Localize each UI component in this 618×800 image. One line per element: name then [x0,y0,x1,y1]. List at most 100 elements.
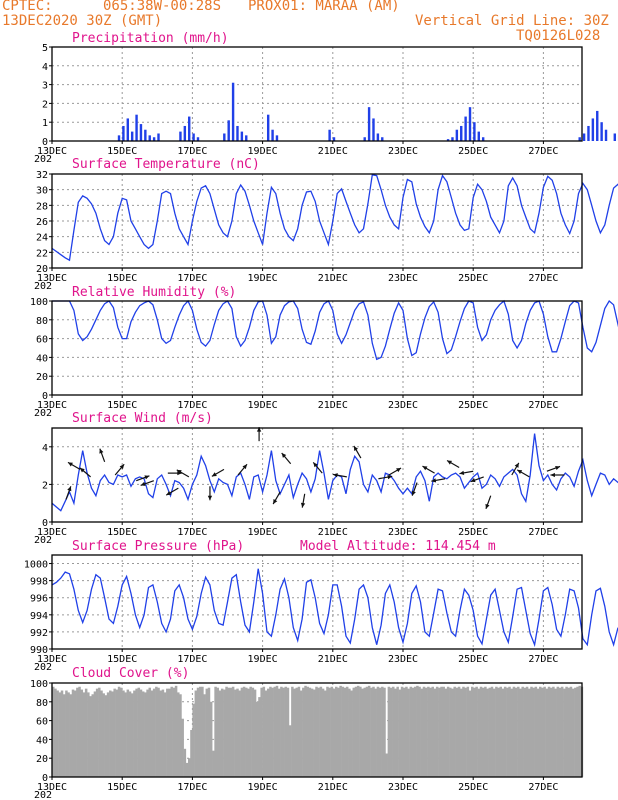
cloud-bar [198,686,202,777]
y-tick-label: 20 [36,264,48,275]
y-tick-label: 996 [30,594,48,605]
cloud-bar [299,690,303,777]
precip-bar [481,137,485,141]
cloud-bar [488,687,492,777]
cloud-bar [547,686,551,777]
wind-vector-head [273,499,278,505]
cloud-bar [563,688,566,777]
x-tick-label: 27DEC [528,273,558,284]
cloud-bar [446,686,450,777]
wind-vector-head [256,427,262,432]
x-tick-label: 17DEC [177,273,207,284]
cloud-bar [460,688,463,777]
cloud-bar [225,686,228,777]
cloud-bar [475,686,478,777]
cloud-bar [383,687,386,777]
precip-title: Precipitation (mm/h) [72,31,229,46]
wind-vector [237,463,248,476]
x-tick-label: 17DEC [177,654,207,665]
wind-vector [300,493,306,508]
precip-bar [596,110,599,141]
cloud-bar [424,687,428,777]
cloud-bar [308,687,312,777]
cloud-bar [324,690,327,777]
header-station: PROX01: MARAA (AM) [248,0,400,14]
cloud-bar [354,686,358,777]
cloud-bar [236,688,239,777]
y-tick-label: 80 [36,316,48,327]
cloud-bar [370,687,373,777]
cloud-bar [168,688,171,777]
cloud-bar [214,686,217,777]
cloud-bar [501,688,505,777]
cloud-bar [413,686,417,777]
cloud-bar [506,687,509,777]
cloud-bar [297,686,301,777]
cloud-bar [242,686,246,777]
cloud-bar [133,690,136,777]
precip-bar [227,120,230,141]
cloud-bar [144,692,147,777]
x-tick-label: 23DEC [388,782,418,793]
x-tick-label: 25DEC [458,527,488,538]
year-label: 202 [34,408,52,419]
cloud-bar [387,686,391,777]
cloud-bar [71,689,75,777]
cloud-bar [201,686,204,777]
cloud-bar [115,689,119,777]
x-tick-label: 25DEC [458,146,488,157]
wind-vector-head [79,467,85,473]
cloud-bar [100,690,103,777]
cloud-bar [341,686,345,777]
cloud-bar [218,690,222,777]
cloud-bar [378,687,382,777]
cloud-bar [60,690,64,777]
wind-vector [272,491,281,505]
wind-vector-head [411,490,416,496]
cloud-bar [517,686,520,777]
x-tick-label: 19DEC [248,273,278,284]
cloud-bar [139,689,143,777]
wind-vector [312,462,323,474]
x-tick-label: 21DEC [318,782,348,793]
cloud-bar [271,687,274,777]
cloud-bar [177,692,180,777]
cloud-bar [269,686,272,777]
cloud-bar [514,687,518,777]
cloud-bar [567,687,571,777]
y-tick-label: 2 [42,480,48,491]
header-source: CPTEC: [2,0,53,14]
cloud-bar [398,689,402,777]
cloud-title: Cloud Cover (%) [72,666,189,681]
cloud-bar [381,686,384,777]
cloud-bar [157,687,160,777]
cloud-bar [367,685,371,777]
cloud-bar [223,689,226,777]
cloud-bar [499,686,503,777]
cloud-bar [152,688,156,777]
cloud-bar [282,687,285,777]
header-grid-line: Vertical Grid Line: 30Z [415,13,609,29]
cloud-bar [262,686,266,777]
cloud-bar [530,686,533,777]
precip-bar [266,114,270,141]
precip-bar [446,139,450,141]
cloud-bar [422,686,426,777]
wind-vector-head [140,481,146,486]
cloud-bar [317,687,320,777]
cloud-bar [396,686,399,777]
wind-vector [207,486,213,501]
cloud-bar [455,687,459,777]
cloud-bar [185,762,189,777]
pressure-title: Surface Pressure (hPa) [72,539,244,554]
y-tick-label: 0 [42,518,48,529]
precip-bar [460,125,463,141]
cloud-bar [503,686,507,777]
y-tick-label: 30 [36,186,48,197]
cloud-bar [150,690,154,777]
x-tick-label: 13DEC [37,400,67,411]
rh-series-line [52,299,618,361]
precip-bar [468,107,472,141]
x-tick-label: 19DEC [248,146,278,157]
wind-vector-head [176,469,182,475]
